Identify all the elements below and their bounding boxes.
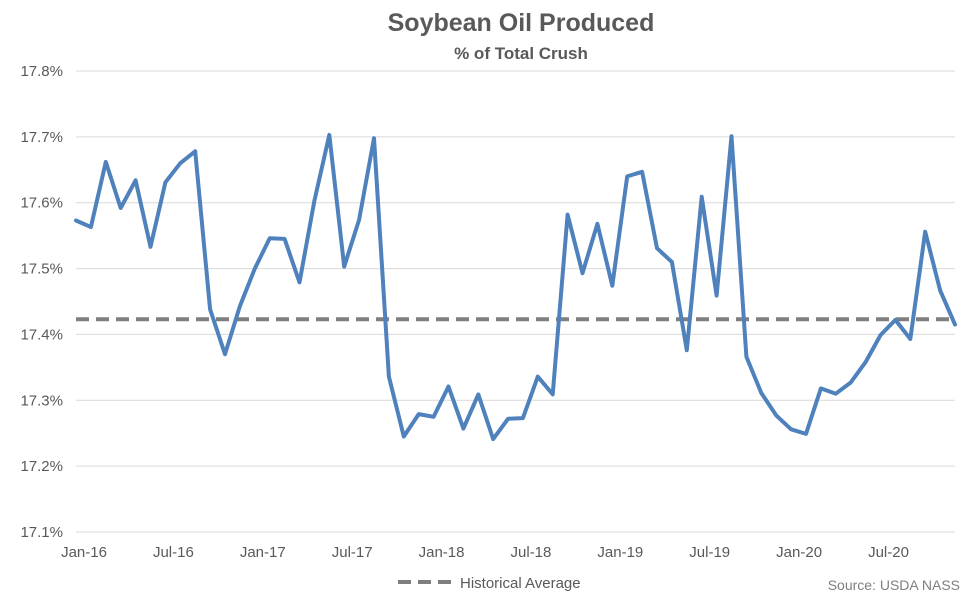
x-tick-label: Jan-17: [240, 544, 286, 561]
grid-layer: [76, 70, 955, 533]
x-tick-label: Jan-16: [61, 544, 107, 561]
series-layer: [74, 132, 957, 442]
y-tick-label: 17.4%: [20, 326, 63, 343]
y-tick-label: 17.8%: [20, 63, 63, 80]
legend-label-historical-average: Historical Average: [460, 575, 581, 592]
y-tick-label: 17.6%: [20, 195, 63, 212]
chart-title: Soybean Oil Produced: [388, 9, 655, 37]
legend: Historical Average: [398, 575, 581, 592]
y-axis-ticks: 17.1% 17.2% 17.3% 17.4% 17.5% 17.6% 17.7% 17.8%: [20, 63, 63, 541]
x-tick-label: Jul-18: [511, 544, 552, 561]
x-tick-label: Jan-19: [597, 544, 643, 561]
x-tick-label: Jan-18: [419, 544, 465, 561]
y-tick-label: 17.1%: [20, 524, 63, 541]
soybean-oil-series-line: [74, 132, 957, 442]
y-tick-label: 17.2%: [20, 458, 63, 475]
x-tick-label: Jan-20: [776, 544, 822, 561]
x-tick-label: Jul-19: [689, 544, 730, 561]
y-tick-label: 17.7%: [20, 129, 63, 146]
x-tick-label: Jul-17: [332, 544, 373, 561]
chart-subtitle: % of Total Crush: [454, 44, 588, 63]
x-axis-ticks: Jan-16 Jul-16 Jan-17 Jul-17 Jan-18 Jul-18 Jan-…: [61, 544, 909, 561]
x-tick-label: Jul-20: [868, 544, 909, 561]
source-note: Source: USDA NASS: [828, 577, 960, 593]
x-tick-label: Jul-16: [153, 544, 194, 561]
y-tick-label: 17.3%: [20, 392, 63, 409]
y-tick-label: 17.5%: [20, 261, 63, 278]
